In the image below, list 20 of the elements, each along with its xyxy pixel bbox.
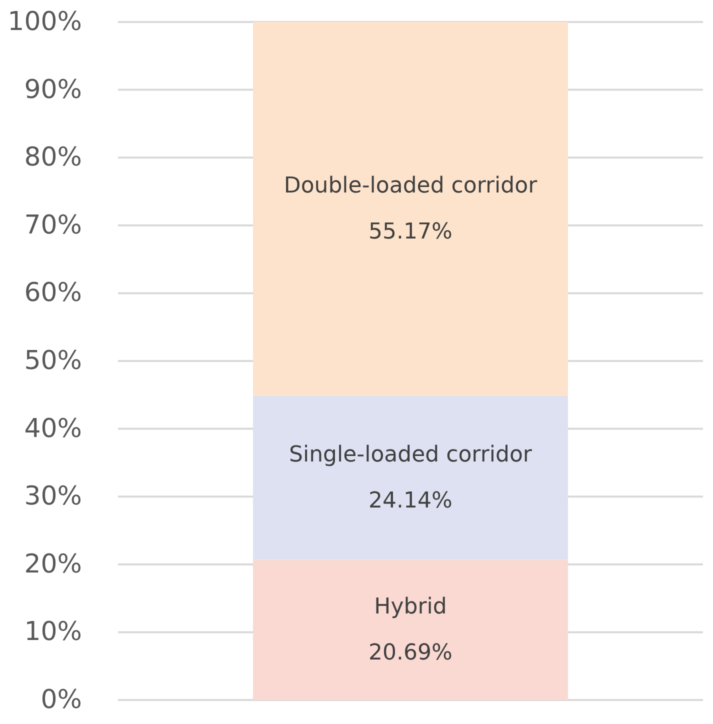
y-tick-label: 50% — [24, 346, 82, 376]
y-tick-label: 60% — [24, 278, 82, 308]
y-tick-label: 30% — [24, 482, 82, 512]
y-tick-label: 70% — [24, 210, 82, 240]
y-tick-label: 100% — [8, 7, 82, 37]
y-tick-label: 80% — [24, 142, 82, 173]
y-tick-label: 10% — [24, 617, 82, 648]
data-label: 55.17% — [368, 220, 452, 245]
y-tick-label: 0% — [40, 685, 82, 715]
y-tick-label: 40% — [24, 414, 82, 444]
series-label: Double-loaded corridor — [284, 173, 538, 198]
series-label: Hybrid — [374, 594, 447, 620]
bar — [253, 560, 568, 700]
bar — [253, 22, 568, 396]
data-label: 20.69% — [368, 640, 452, 666]
data-label: 24.14% — [368, 488, 452, 514]
y-tick-label: 90% — [24, 74, 82, 105]
y-tick-label: 20% — [24, 549, 82, 580]
bar — [253, 396, 568, 560]
series-label: Single-loaded corridor — [289, 442, 533, 468]
